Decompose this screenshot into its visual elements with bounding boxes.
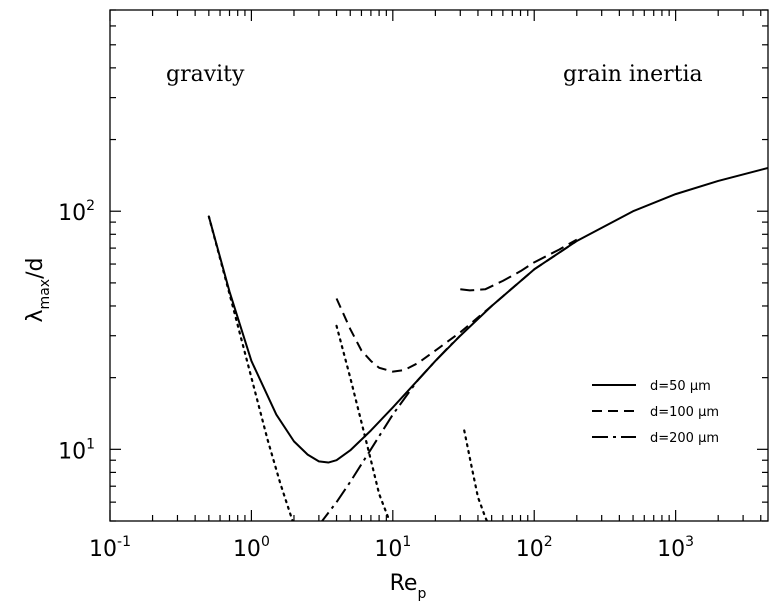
x-tick-label-10-0: 100 (233, 534, 270, 562)
x-axis-label-main: Re (390, 571, 418, 596)
x-tick-label-10-1: 10-1 (89, 534, 131, 562)
series-line-d-200-m-dashdot-2 (320, 335, 461, 521)
tick-marks (109, 9, 768, 522)
plot-frame (109, 9, 769, 522)
series-line-d-200-m-longdash-3 (460, 238, 578, 292)
y-tick-label-exp: 2 (86, 198, 95, 214)
y-axis-label-suffix: /d (23, 258, 48, 279)
legend-label-d50: d=50 μm (650, 379, 711, 394)
x-tick-label-exp: 1 (402, 534, 411, 550)
y-axis-label: λmax/d (23, 258, 53, 323)
y-tick-label-10-1: 101 (58, 436, 95, 464)
x-tick-label-exp: -1 (117, 534, 131, 550)
x-tick-label-exp: 0 (261, 534, 270, 550)
x-tick-label-10-1: 101 (374, 534, 411, 562)
y-tick-label-base: 10 (58, 439, 86, 464)
y-axis-label-main: λ (23, 309, 48, 322)
series-group (207, 166, 768, 521)
series-line-dotted-4 (207, 215, 294, 521)
x-axis-label-sub: p (417, 586, 426, 602)
y-tick-label-base: 10 (58, 201, 86, 226)
y-tick-label-10-2: 102 (58, 198, 95, 226)
legend-label-d100: d=100 μm (650, 405, 719, 420)
y-tick-label-exp: 1 (86, 436, 95, 452)
x-tick-label-base: 10 (374, 537, 402, 562)
x-tick-label-exp: 2 (544, 534, 553, 550)
series-line-d-100-m-dashed-1 (335, 240, 578, 373)
x-tick-label-10-3: 103 (657, 534, 694, 562)
y-axis-label-sub: max (37, 279, 53, 310)
annotation-gravity: gravity (166, 62, 245, 87)
x-tick-label-base: 10 (516, 537, 544, 562)
annotation-grain-inertia: grain inertia (563, 62, 703, 87)
x-tick-label-base: 10 (89, 537, 117, 562)
series-line-d-50-m-solid-0 (207, 166, 768, 464)
legend-label-d200: d=200 μm (650, 431, 719, 446)
legend: d=50 μm d=100 μm d=200 μm (592, 379, 719, 446)
x-tick-label-base: 10 (657, 537, 685, 562)
x-axis-label: Rep (390, 571, 427, 602)
x-tick-label-base: 10 (233, 537, 261, 562)
x-tick-label-10-2: 102 (516, 534, 553, 562)
series-line-dotted-5 (335, 324, 391, 521)
x-tick-label-exp: 3 (685, 534, 694, 550)
